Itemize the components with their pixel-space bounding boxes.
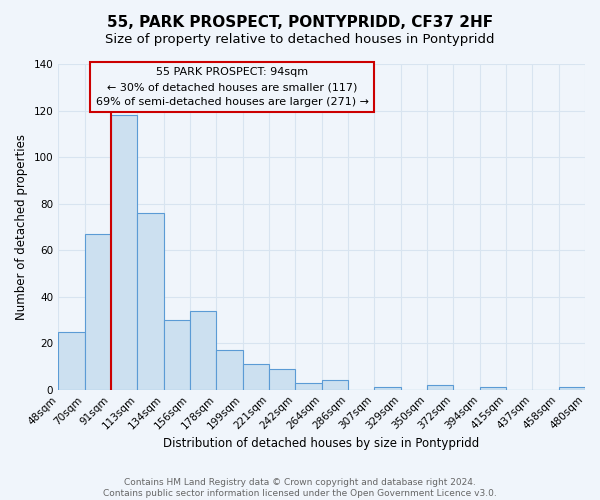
Bar [216, 350, 242, 390]
Y-axis label: Number of detached properties: Number of detached properties [15, 134, 28, 320]
Bar [427, 385, 453, 390]
Bar [322, 380, 348, 390]
Text: 55, PARK PROSPECT, PONTYPRIDD, CF37 2HF: 55, PARK PROSPECT, PONTYPRIDD, CF37 2HF [107, 15, 493, 30]
Bar [295, 382, 322, 390]
Bar [164, 320, 190, 390]
Text: Size of property relative to detached houses in Pontypridd: Size of property relative to detached ho… [105, 32, 495, 46]
Bar [190, 310, 216, 390]
Bar [85, 234, 111, 390]
Text: Contains HM Land Registry data © Crown copyright and database right 2024.
Contai: Contains HM Land Registry data © Crown c… [103, 478, 497, 498]
Bar [269, 369, 295, 390]
Bar [111, 115, 137, 390]
Text: 55 PARK PROSPECT: 94sqm
← 30% of detached houses are smaller (117)
69% of semi-d: 55 PARK PROSPECT: 94sqm ← 30% of detache… [95, 68, 368, 107]
Bar [374, 388, 401, 390]
Bar [242, 364, 269, 390]
Bar [137, 213, 164, 390]
Bar [58, 332, 85, 390]
Bar [479, 388, 506, 390]
X-axis label: Distribution of detached houses by size in Pontypridd: Distribution of detached houses by size … [163, 437, 480, 450]
Bar [559, 388, 585, 390]
